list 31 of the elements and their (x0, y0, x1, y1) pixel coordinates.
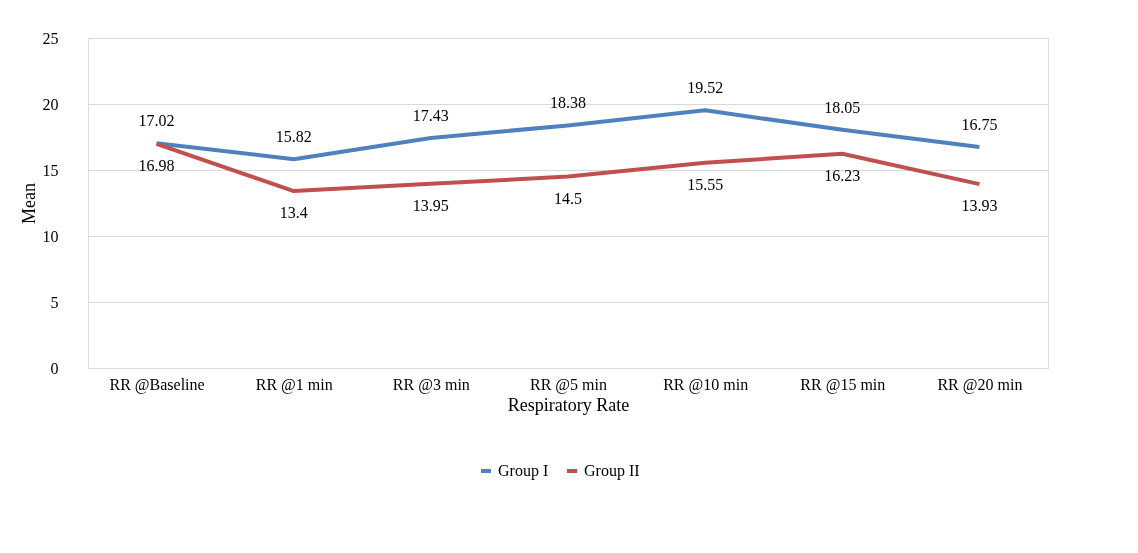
y-tick-label: 20 (42, 95, 59, 113)
x-tick-label: RR @15 min (800, 375, 886, 394)
data-label: 17.43 (412, 106, 449, 124)
data-label: 13.93 (961, 197, 998, 215)
data-label: 14.5 (554, 189, 582, 207)
x-tick-label: RR @3 min (392, 375, 470, 394)
x-tick-label: RR @10 min (663, 375, 749, 394)
data-label: 18.38 (550, 94, 586, 112)
data-label: 17.02 (138, 112, 175, 130)
x-tick-label: RR @1 min (255, 375, 333, 394)
data-label: 19.52 (687, 79, 724, 97)
legend-label: Group I (498, 462, 549, 480)
data-label: 16.75 (961, 115, 998, 133)
y-tick-label: 10 (42, 227, 59, 245)
y-tick-label: 15 (42, 161, 59, 179)
x-tick-label: RR @5 min (530, 375, 607, 394)
legend-label: Group II (584, 462, 640, 480)
y-tick-label: 25 (42, 29, 59, 47)
data-label: 18.05 (824, 98, 861, 116)
data-label: 15.82 (275, 128, 312, 146)
data-label: 13.95 (412, 196, 449, 214)
x-tick-label: RR @20 min (937, 375, 1023, 394)
y-tick-label: 5 (50, 293, 59, 311)
x-axis-title: Respiratory Rate (507, 394, 630, 415)
x-tick-label: RR @Baseline (109, 375, 205, 394)
data-label: 16.98 (138, 156, 175, 174)
data-label: 16.23 (824, 166, 861, 184)
data-label: 13.4 (279, 204, 308, 222)
y-tick-label: 0 (50, 359, 59, 377)
y-axis-title: Mean (18, 183, 39, 224)
data-label: 15.55 (687, 175, 724, 193)
